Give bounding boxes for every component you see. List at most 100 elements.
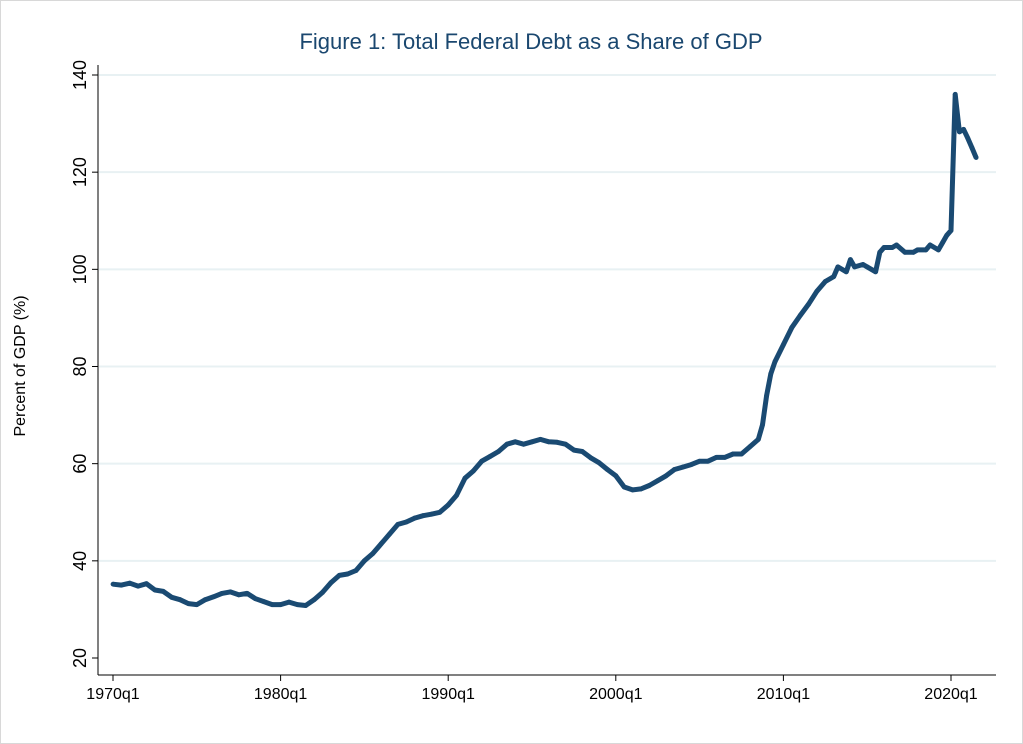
data-point (747, 444, 753, 450)
data-point (244, 590, 250, 596)
data-point (563, 441, 568, 447)
data-point (638, 486, 644, 492)
data-point (672, 467, 677, 472)
data-point (739, 451, 744, 457)
x-tick-label: 2010q1 (757, 686, 810, 703)
data-point (613, 473, 619, 479)
data-point (952, 92, 958, 97)
data-point (521, 441, 527, 447)
data-point (797, 313, 803, 318)
data-point (806, 301, 811, 307)
data-point (118, 582, 124, 588)
data-point (965, 135, 971, 141)
data-point (902, 249, 908, 255)
x-tick-label: 1980q1 (254, 686, 307, 703)
data-point (697, 458, 702, 464)
data-point (303, 603, 309, 608)
data-point (144, 581, 149, 587)
data-point (596, 460, 602, 466)
data-point (814, 288, 820, 294)
data-point (286, 599, 292, 605)
data-point (944, 232, 950, 238)
data-point (362, 558, 367, 564)
data-point (504, 441, 510, 447)
x-tick-label: 1990q1 (422, 686, 475, 703)
data-point (822, 279, 828, 284)
data-point (688, 462, 694, 468)
y-tick-label: 140 (70, 60, 90, 90)
data-point (454, 492, 459, 498)
data-point (311, 597, 317, 603)
data-point (789, 325, 795, 331)
series-line (112, 91, 979, 608)
data-point (219, 590, 225, 596)
data-point (261, 599, 267, 605)
data-point (529, 439, 535, 445)
y-tick-label: 120 (70, 157, 90, 187)
data-point (403, 519, 409, 525)
data-point (768, 371, 774, 377)
data-point (881, 245, 887, 250)
data-point (487, 453, 493, 459)
data-point (579, 449, 585, 454)
chart-title: Figure 1: Total Federal Debt as a Share … (299, 29, 762, 54)
data-point (395, 521, 401, 527)
data-point (877, 249, 883, 255)
data-point (571, 447, 577, 453)
y-tick-label: 60 (70, 454, 90, 474)
data-point (202, 597, 208, 603)
data-point (860, 262, 866, 267)
data-point (680, 464, 686, 470)
data-point (437, 509, 443, 515)
data-point (387, 531, 392, 537)
data-point (605, 467, 610, 472)
data-point (320, 590, 325, 595)
data-point (269, 602, 275, 607)
data-point (336, 573, 342, 578)
data-point (864, 264, 870, 270)
data-point (764, 393, 770, 399)
data-point (915, 247, 920, 253)
data-point (969, 145, 975, 151)
data-point (848, 257, 853, 263)
x-tick-label: 2000q1 (589, 686, 642, 703)
data-point (772, 359, 778, 365)
data-point (236, 592, 242, 598)
data-point (479, 458, 485, 464)
data-point (194, 602, 200, 607)
data-point (169, 594, 175, 600)
data-point (940, 240, 946, 246)
data-point (496, 449, 501, 454)
y-tick-label: 20 (70, 648, 90, 668)
data-point (253, 596, 258, 602)
y-axis-label: Percent of GDP (%) (12, 295, 29, 436)
data-point (294, 602, 300, 607)
data-point (910, 249, 916, 255)
data-point (211, 594, 216, 600)
data-point (646, 483, 652, 488)
data-point (852, 264, 858, 270)
data-point (110, 581, 116, 587)
data-point (328, 580, 334, 586)
data-point (512, 439, 518, 445)
y-tick-label: 80 (70, 356, 90, 376)
data-point (948, 228, 954, 233)
data-point (470, 468, 476, 474)
data-point (894, 242, 899, 248)
data-point (730, 451, 736, 457)
data-point (713, 454, 719, 460)
data-point (936, 247, 941, 253)
data-point (160, 589, 166, 594)
data-point (420, 513, 426, 519)
data-point (127, 580, 133, 586)
data-point (961, 127, 966, 132)
data-point (186, 601, 191, 606)
data-point (655, 478, 661, 484)
data-point (843, 269, 849, 275)
data-point (462, 475, 468, 481)
y-tick-label: 40 (70, 551, 90, 571)
data-point (445, 502, 451, 508)
data-point (345, 571, 351, 577)
